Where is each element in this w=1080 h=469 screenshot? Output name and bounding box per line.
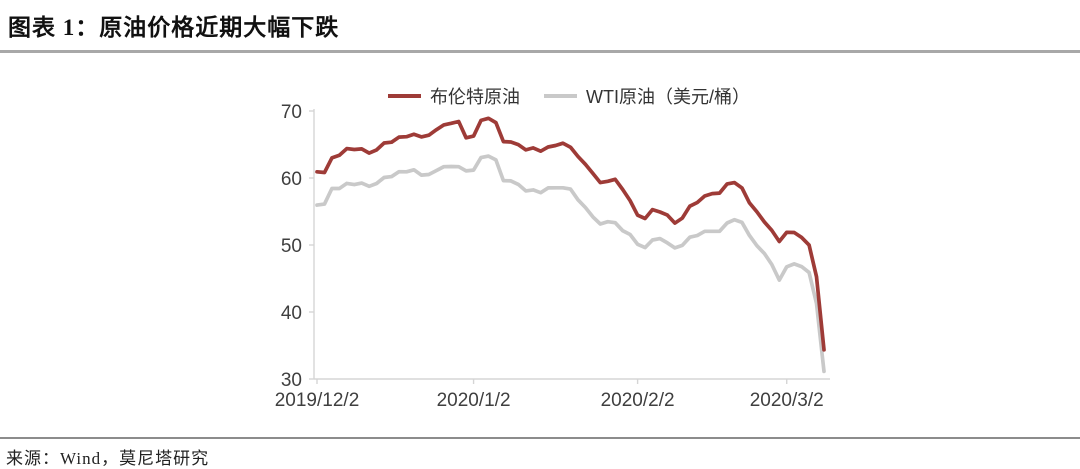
footer-divider <box>0 437 1080 439</box>
title-divider <box>0 50 1080 53</box>
x-tick-label: 2020/3/2 <box>750 390 824 411</box>
chart-svg: 30 40 50 60 70 2019/12/2 2020/1/2 2020/2/2 2020/… <box>275 102 830 411</box>
y-tick-label: 70 <box>281 102 302 123</box>
x-tick-label: 2020/2/2 <box>601 390 675 411</box>
legend-item-wti: WTI原油（美元/桶） <box>544 83 750 109</box>
legend-brent-swatch <box>388 94 421 98</box>
source-note: 来源：Wind，莫尼塔研究 <box>6 449 210 468</box>
y-tick-label: 40 <box>281 303 302 324</box>
y-tick-label: 30 <box>281 370 302 391</box>
legend-wti-label: WTI原油（美元/桶） <box>586 87 750 107</box>
figure-title: 图表 1：原油价格近期大幅下跌 <box>8 15 340 40</box>
legend-brent-label: 布伦特原油 <box>430 87 520 107</box>
brent-price-line <box>315 116 826 352</box>
legend-wti-swatch <box>544 94 577 98</box>
chart-legend: 布伦特原油 WTI原油（美元/桶） <box>314 83 824 109</box>
x-tick-label: 2020/1/2 <box>437 390 511 411</box>
chart-area: 30 40 50 60 70 2019/12/2 2020/1/2 2020/2/2 2020/… <box>275 83 830 411</box>
legend-item-brent: 布伦特原油 <box>388 83 520 109</box>
wti-price-line <box>315 154 826 374</box>
y-tick-label: 60 <box>281 169 302 190</box>
y-tick-label: 50 <box>281 236 302 257</box>
x-tick-label: 2019/12/2 <box>275 390 360 411</box>
